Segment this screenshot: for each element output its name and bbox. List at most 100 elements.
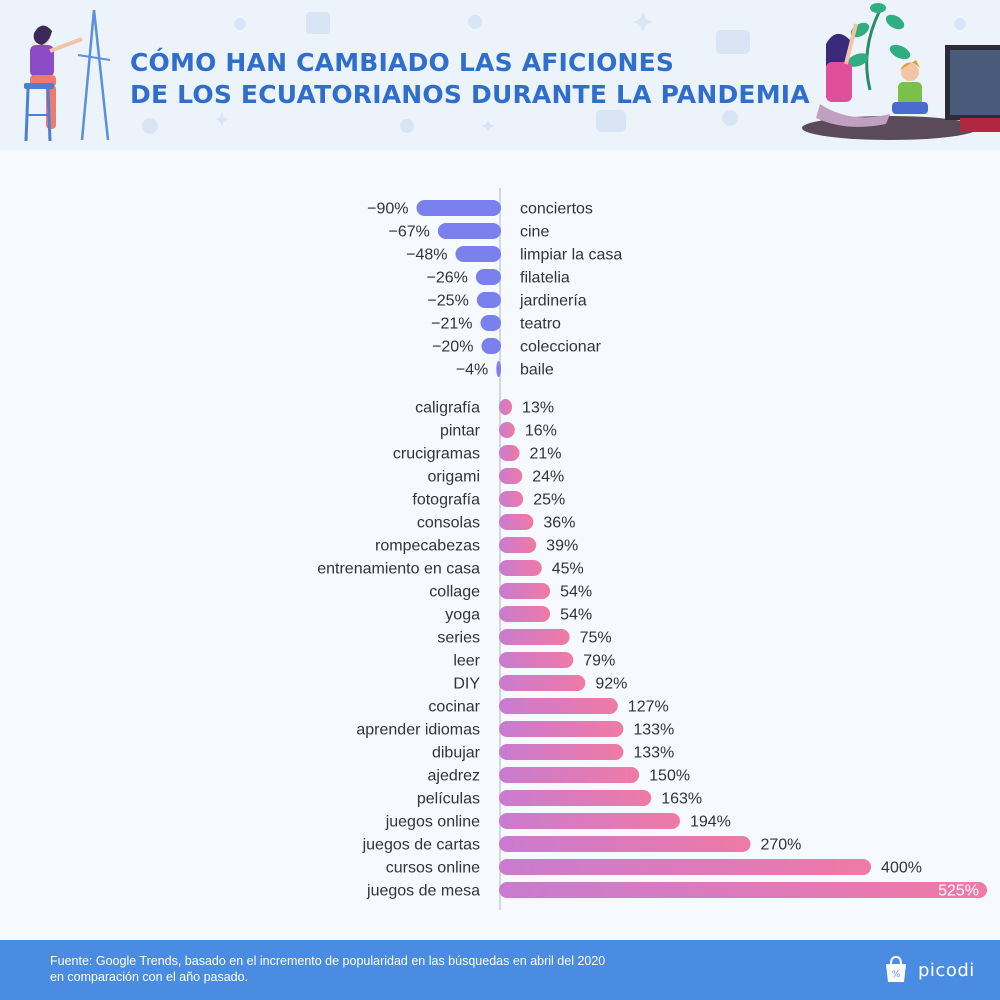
value-label: 92%	[595, 676, 627, 693]
bar-pos-1	[499, 422, 515, 438]
bar-3	[475, 269, 501, 285]
bar-pos-11	[499, 652, 574, 668]
value-label: 45%	[552, 561, 584, 578]
source-line2: en comparación con el año pasado.	[50, 970, 249, 984]
category-label: juegos de cartas	[362, 837, 480, 854]
value-label: 54%	[560, 584, 592, 601]
value-label: 36%	[543, 515, 575, 532]
source-line1: Fuente: Google Trends, basado en el incr…	[50, 954, 606, 968]
bar-pos-5	[499, 514, 534, 530]
value-label: 133%	[633, 722, 674, 739]
value-label: 133%	[633, 745, 674, 762]
category-label: DIY	[453, 676, 480, 693]
category-label: cocinar	[428, 699, 480, 716]
category-label: baile	[520, 362, 554, 379]
value-label: −26%	[427, 270, 468, 287]
brand-name: picodi	[918, 959, 975, 981]
value-label: 525%	[938, 883, 979, 900]
bar-pos-10	[499, 629, 570, 645]
category-label: filatelia	[520, 270, 570, 287]
bar-pos-2	[499, 445, 520, 461]
bar-pos-6	[499, 537, 537, 553]
value-label: −48%	[406, 247, 447, 264]
category-label: rompecabezas	[375, 538, 480, 555]
bar-5	[480, 315, 501, 331]
category-label: pintar	[440, 423, 481, 440]
value-label: −4%	[456, 362, 488, 379]
bar-7	[496, 361, 501, 377]
value-label: 150%	[649, 768, 690, 785]
bar-pos-7	[499, 560, 542, 576]
chart-area: −90% conciertos −67% cine −48% limpiar la cas…	[0, 150, 1000, 940]
value-label: 54%	[560, 607, 592, 624]
category-label: dibujar	[432, 745, 481, 762]
bars-group: −90% conciertos −67% cine −48% limpiar la cas…	[317, 200, 987, 900]
value-label: 21%	[529, 446, 561, 463]
bar-pos-18	[499, 813, 680, 829]
value-label: −67%	[388, 224, 429, 241]
bar-4	[476, 292, 501, 308]
value-label: −25%	[427, 293, 468, 310]
category-label: collage	[429, 584, 480, 601]
category-label: limpiar la casa	[520, 247, 622, 264]
value-label: 16%	[525, 423, 557, 440]
category-label: caligrafía	[415, 400, 480, 417]
bar-pos-8	[499, 583, 551, 599]
bar-pos-3	[499, 468, 523, 484]
category-label: aprender idiomas	[356, 722, 480, 739]
value-label: 194%	[690, 814, 731, 831]
category-label: conciertos	[520, 201, 593, 218]
painter-illustration	[24, 9, 111, 142]
value-label: 270%	[760, 837, 801, 854]
bar-pos-20	[499, 859, 872, 875]
value-label: 400%	[881, 860, 922, 877]
bar-1	[437, 223, 501, 239]
bar-pos-9	[499, 606, 551, 622]
value-label: 25%	[533, 492, 565, 509]
value-label: −90%	[367, 201, 408, 218]
bar-pos-19	[499, 836, 751, 852]
category-label: entrenamiento en casa	[317, 561, 480, 578]
bar-6	[481, 338, 501, 354]
category-label: jardinería	[519, 293, 587, 310]
bar-pos-21	[499, 882, 987, 898]
page-title-line1: CÓMO HAN CAMBIADO LAS AFICIONES	[130, 48, 675, 77]
category-label: teatro	[520, 316, 561, 333]
hobbies-bar-chart: −90% conciertos −67% cine −48% limpiar la cas…	[317, 188, 987, 910]
bar-pos-4	[499, 491, 524, 507]
category-label: películas	[417, 791, 480, 808]
bar-pos-0	[499, 399, 513, 415]
value-label: 24%	[532, 469, 564, 486]
bar-pos-13	[499, 698, 618, 714]
bar-0	[416, 200, 501, 216]
bar-pos-14	[499, 721, 624, 737]
bar-pos-12	[499, 675, 586, 691]
value-label: 39%	[546, 538, 578, 555]
category-label: fotografía	[412, 492, 480, 509]
footer: Fuente: Google Trends, basado en el incr…	[0, 940, 1000, 1000]
background-decoration	[142, 12, 966, 134]
category-label: juegos online	[385, 814, 480, 831]
bar-2	[455, 246, 501, 262]
value-label: −20%	[432, 339, 473, 356]
category-label: leer	[453, 653, 480, 670]
family-gaming-illustration	[802, 3, 1000, 140]
value-label: 127%	[628, 699, 669, 716]
svg-text:%: %	[892, 970, 901, 980]
category-label: juegos de mesa	[366, 883, 480, 900]
picodi-bag-icon: %	[886, 955, 906, 982]
bar-pos-17	[499, 790, 652, 806]
category-label: origami	[428, 469, 480, 486]
source-note: Fuente: Google Trends, basado en el incr…	[50, 953, 750, 985]
category-label: crucigramas	[393, 446, 480, 463]
header-banner: CÓMO HAN CAMBIADO LAS AFICIONES DE LOS E…	[0, 0, 1000, 150]
value-label: 163%	[661, 791, 702, 808]
value-label: 79%	[583, 653, 615, 670]
brand-logo: % picodi	[880, 950, 975, 990]
category-label: cursos online	[386, 860, 480, 877]
category-label: consolas	[417, 515, 480, 532]
category-label: series	[437, 630, 480, 647]
page-title-line2: DE LOS ECUATORIANOS DURANTE LA PANDEMIA	[130, 80, 810, 109]
value-label: 75%	[580, 630, 612, 647]
value-label: −21%	[431, 316, 472, 333]
